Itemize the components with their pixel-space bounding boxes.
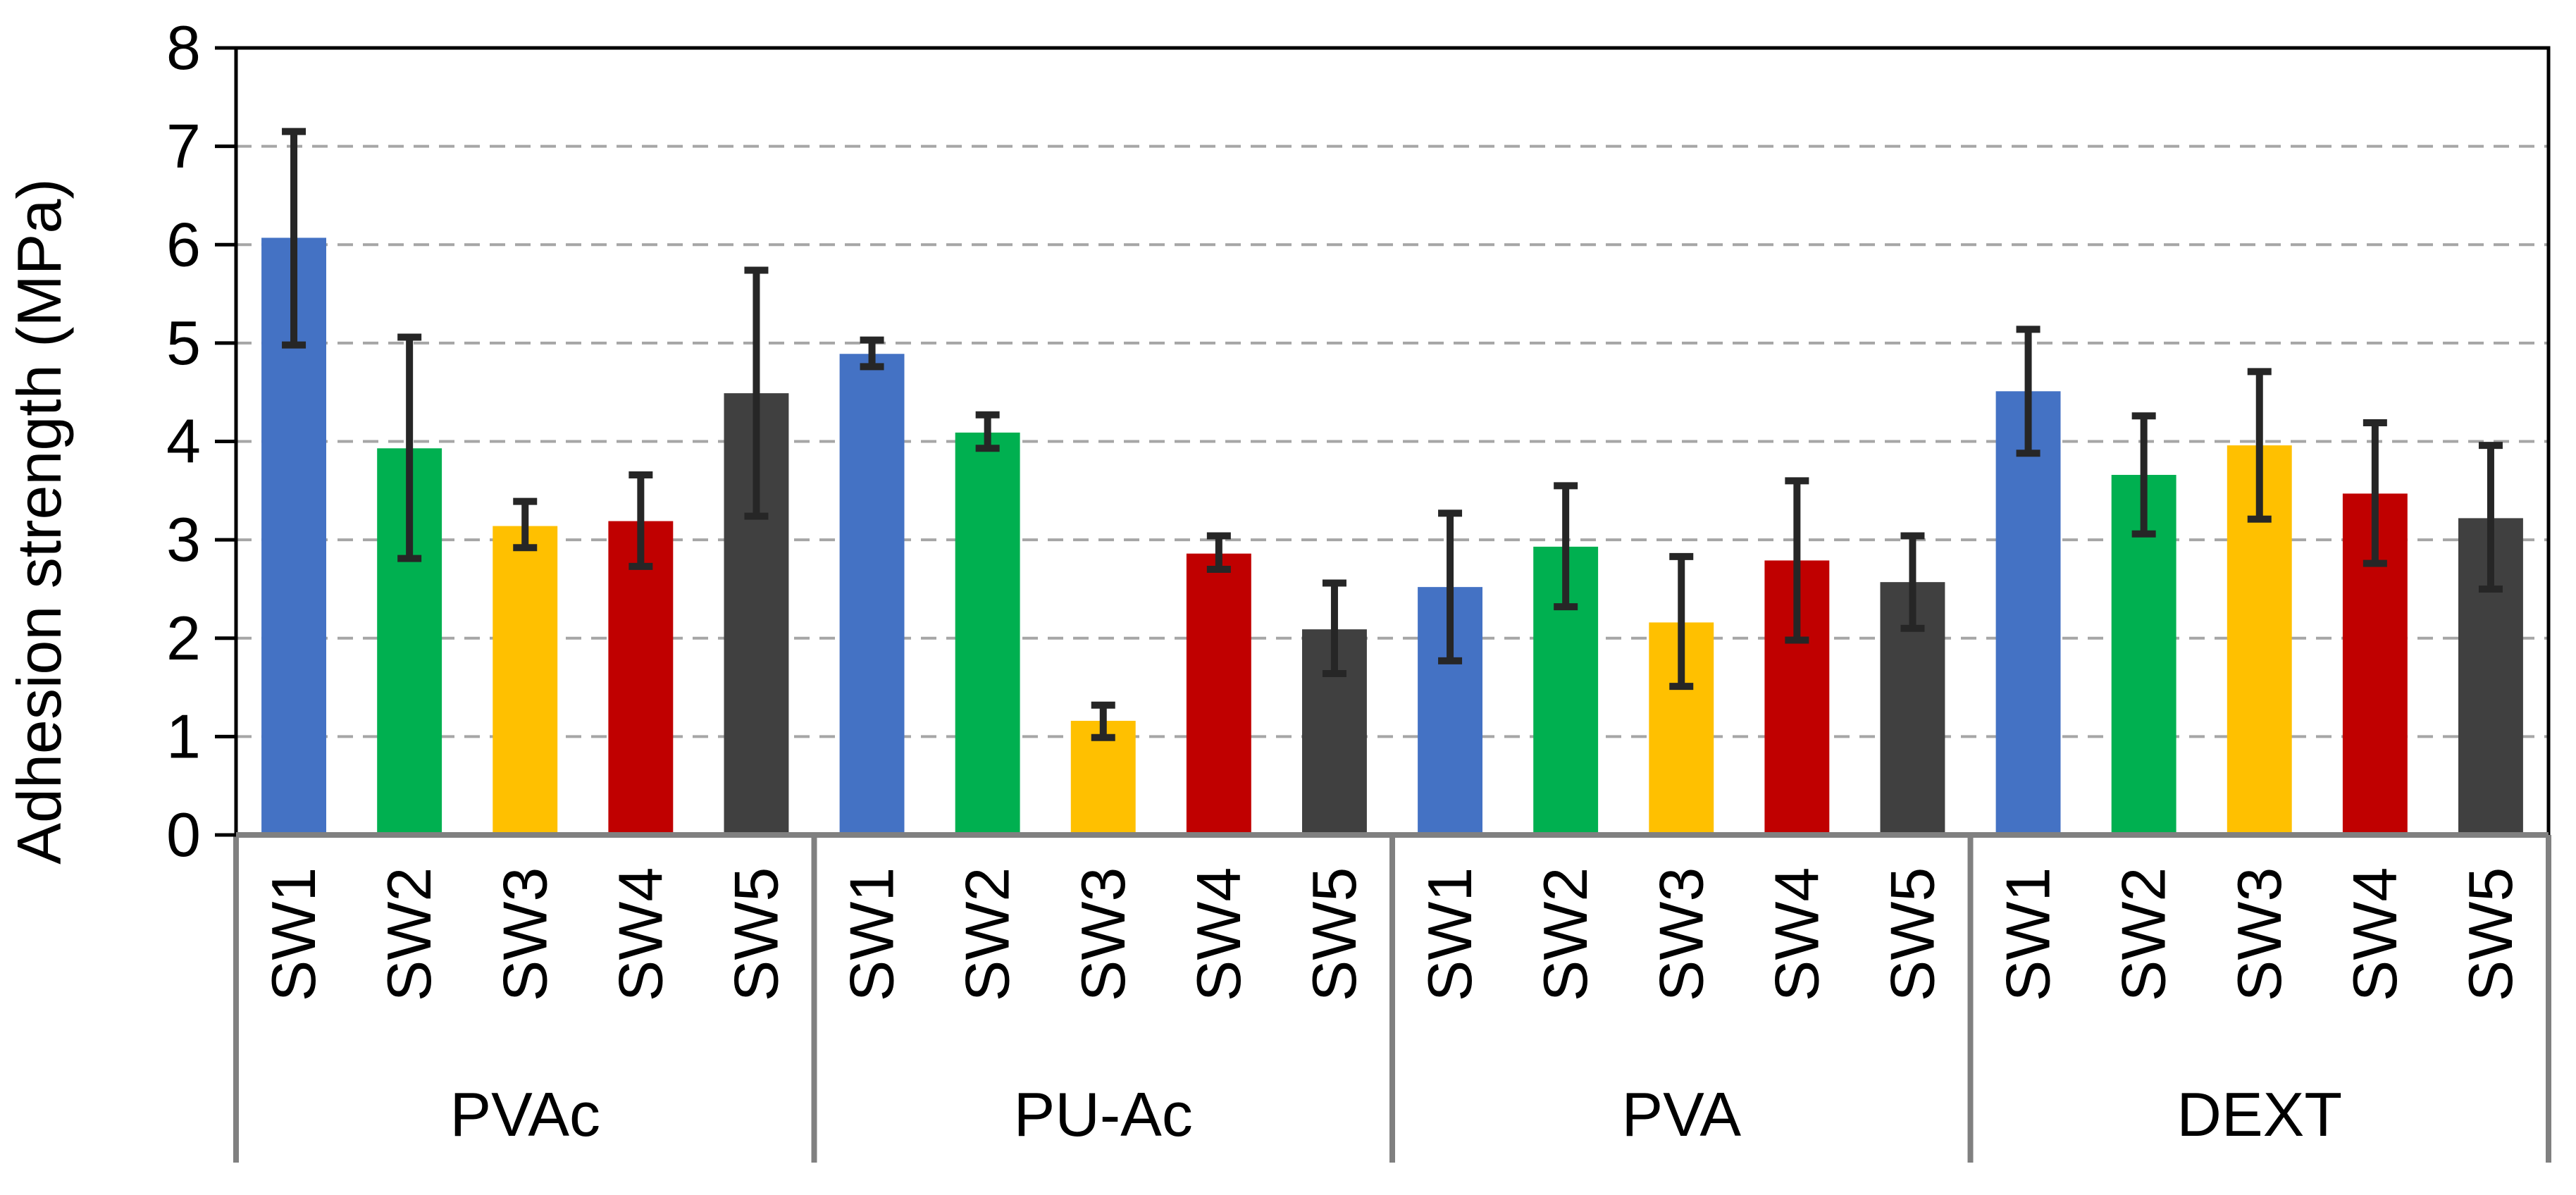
x-tick-label: SW5 (721, 867, 791, 1002)
x-tick-label: SW2 (1530, 867, 1600, 1002)
bar-pvac-sw4 (608, 521, 674, 835)
y-axis-label: Adhesion strength (MPa) (4, 178, 74, 864)
bar-pu-ac-sw1 (839, 354, 905, 835)
error-bar (282, 128, 306, 349)
error-bar (2363, 419, 2387, 567)
y-tick-label: 5 (166, 308, 201, 378)
group-label: PVAc (450, 1079, 600, 1149)
x-tick-label: SW2 (2109, 867, 2179, 1002)
error-bar (2131, 412, 2156, 538)
group-label: DEXT (2176, 1079, 2342, 1149)
x-tick-label: SW4 (1761, 867, 1831, 1002)
error-bar (1669, 552, 1694, 691)
error-bar (1206, 532, 1231, 574)
error-bar (1900, 532, 1925, 632)
group-label: PVA (1621, 1079, 1741, 1149)
bar-pu-ac-sw4 (1186, 553, 1251, 835)
group-label: PU-Ac (1014, 1079, 1193, 1149)
error-bar (1091, 701, 1115, 741)
x-tick-label: SW5 (2456, 867, 2525, 1002)
x-tick-label: SW4 (2340, 867, 2410, 1002)
y-tick-label: 4 (166, 407, 201, 476)
x-tick-label: SW3 (1068, 867, 1138, 1002)
x-tick-label: SW2 (953, 867, 1022, 1002)
y-tick-label: 1 (166, 701, 201, 771)
error-bar (1438, 509, 1463, 664)
error-bar (513, 497, 538, 552)
x-tick-label: SW3 (490, 867, 559, 1002)
x-tick-label: SW5 (1299, 867, 1369, 1002)
y-tick-label: 6 (166, 209, 201, 279)
y-tick-label: 0 (166, 800, 201, 869)
x-tick-label: SW1 (1415, 867, 1485, 1002)
x-tick-label: SW2 (374, 867, 444, 1002)
error-bar (2247, 368, 2272, 523)
plot-frame (233, 46, 2551, 1163)
x-tick-label: SW1 (1993, 867, 2063, 1002)
error-bar (1785, 477, 1809, 644)
error-bar (744, 266, 769, 520)
bar-pu-ac-sw2 (955, 432, 1020, 835)
error-bar (975, 411, 1000, 452)
x-tick-label: SW1 (837, 867, 907, 1002)
error-bar (397, 333, 422, 562)
x-tick-label: SW4 (605, 867, 675, 1002)
y-tick-label: 2 (166, 603, 201, 673)
x-tick-label: SW1 (259, 867, 328, 1002)
x-tick-label: SW3 (2224, 867, 2294, 1002)
y-tick-label: 7 (166, 111, 201, 181)
error-bar (1322, 579, 1346, 678)
x-tick-label: SW3 (1646, 867, 1716, 1002)
error-bar (628, 471, 653, 570)
x-tick-label: SW4 (1184, 867, 1253, 1002)
y-tick-label: 8 (166, 13, 201, 82)
gridlines (236, 144, 2549, 738)
bars (261, 237, 2523, 835)
y-axis-ticks: 0 1 2 3 4 5 6 7 8 (166, 13, 236, 869)
bar-pvac-sw3 (493, 526, 558, 835)
error-bar (2478, 442, 2503, 593)
error-bar (860, 336, 884, 371)
error-bars (282, 128, 2503, 741)
y-tick-label: 3 (166, 504, 201, 574)
x-tick-label: SW5 (1877, 867, 1947, 1002)
x-axis-categories: SW1 SW2 SW3 SW4 SW5 PVAc SW1 SW2 SW3 SW4 SW5 PU-Ac S… (259, 867, 2525, 1149)
error-bar (2016, 326, 2041, 457)
bar-dext-sw1 (1995, 391, 2061, 835)
error-bar (1554, 482, 1578, 611)
